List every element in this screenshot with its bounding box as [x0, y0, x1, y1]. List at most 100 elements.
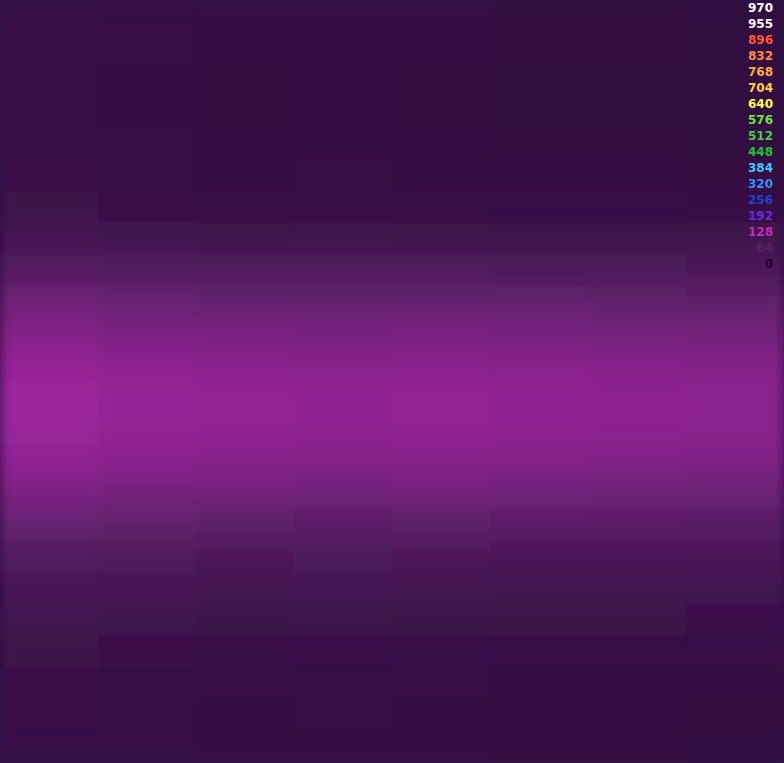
heatmap-cell [392, 254, 491, 286]
heatmap-cell [196, 382, 295, 414]
heatmap-cell [490, 699, 589, 731]
heatmap-cell [490, 540, 589, 572]
heatmap-cell [490, 413, 589, 445]
heatmap-cell [392, 223, 491, 255]
heatmap-cell [686, 223, 784, 255]
heatmap-cell [98, 64, 197, 96]
heatmap-cell [0, 318, 99, 350]
heatmap-cell [490, 0, 589, 32]
heatmap-cell [686, 0, 784, 32]
heatmap-cell [0, 286, 99, 318]
heatmap-cell [0, 477, 99, 509]
heatmap-cell [588, 540, 687, 572]
heatmap-cell [490, 382, 589, 414]
heatmap-cell [196, 95, 295, 127]
heatmap-cell [588, 0, 687, 32]
heatmap-cell [294, 382, 393, 414]
heatmap-cell [490, 32, 589, 64]
heatmap-cell [294, 159, 393, 191]
heatmap-cell [294, 636, 393, 668]
heatmap-cell [98, 159, 197, 191]
heatmap-cell [490, 604, 589, 636]
heatmap-cell [686, 159, 784, 191]
heatmap-cell [98, 127, 197, 159]
legend-label: 64 [756, 241, 773, 255]
heatmap-cell [98, 0, 197, 32]
heatmap-cell [392, 191, 491, 223]
legend-label: 576 [748, 113, 773, 127]
heatmap-chart: 9709558968327687046405765124483843202561… [0, 0, 784, 763]
heatmap-cell [98, 477, 197, 509]
heatmap-cell [686, 318, 784, 350]
heatmap-cell [294, 254, 393, 286]
heatmap-cell [686, 413, 784, 445]
heatmap-cell [392, 477, 491, 509]
heatmap-cell [686, 95, 784, 127]
legend-label: 512 [748, 129, 773, 143]
heatmap-cell [98, 699, 197, 731]
heatmap-cell [294, 32, 393, 64]
heatmap-cell [392, 699, 491, 731]
legend-label: 448 [748, 145, 773, 159]
heatmap-cell [196, 127, 295, 159]
heatmap-cell [588, 32, 687, 64]
heatmap-cell [98, 731, 197, 763]
heatmap-cell [392, 509, 491, 541]
heatmap-cell [294, 509, 393, 541]
heatmap-cell [196, 540, 295, 572]
heatmap-cell [686, 604, 784, 636]
heatmap-cell [294, 477, 393, 509]
heatmap-cell [490, 731, 589, 763]
heatmap-cell [686, 254, 784, 286]
heatmap-cell [98, 445, 197, 477]
heatmap-cell [196, 445, 295, 477]
heatmap-cell [98, 191, 197, 223]
heatmap-cell [0, 0, 99, 32]
heatmap-cell [490, 636, 589, 668]
heatmap-cell [294, 699, 393, 731]
heatmap-cell [588, 254, 687, 286]
heatmap-cell [686, 540, 784, 572]
heatmap-cell [196, 32, 295, 64]
heatmap-cell [98, 572, 197, 604]
heatmap-cell [392, 382, 491, 414]
heatmap-cell [686, 668, 784, 700]
heatmap-cell [588, 191, 687, 223]
heatmap-cell [588, 477, 687, 509]
heatmap-cell [0, 731, 99, 763]
heatmap-cell [294, 731, 393, 763]
heatmap-cell [294, 540, 393, 572]
heatmap-cell [98, 223, 197, 255]
heatmap-cell [98, 636, 197, 668]
cells [0, 0, 784, 763]
heatmap-cell [98, 604, 197, 636]
heatmap-cell [490, 445, 589, 477]
color-legend: 9709558968327687046405765124483843202561… [748, 1, 773, 271]
heatmap-cell [686, 350, 784, 382]
legend-label: 970 [748, 1, 773, 15]
legend-label: 0 [765, 257, 773, 271]
heatmap-cell [588, 223, 687, 255]
heatmap-cell [392, 95, 491, 127]
heatmap-cell [98, 286, 197, 318]
heatmap-cell [490, 286, 589, 318]
heatmap-cell [196, 604, 295, 636]
heatmap-cell [196, 223, 295, 255]
heatmap-cell [588, 95, 687, 127]
heatmap-cell [294, 604, 393, 636]
heatmap-cell [294, 445, 393, 477]
heatmap-cell [0, 382, 99, 414]
heatmap-cell [392, 413, 491, 445]
heatmap-cell [196, 509, 295, 541]
heatmap-cell [490, 127, 589, 159]
heatmap-cell [294, 223, 393, 255]
heatmap-cell [196, 318, 295, 350]
heatmap-cell [392, 32, 491, 64]
heatmap-cell [98, 318, 197, 350]
heatmap-cell [588, 445, 687, 477]
heatmap-cell [0, 668, 99, 700]
heatmap-cell [0, 159, 99, 191]
legend-label: 192 [748, 209, 773, 223]
heatmap-cell [588, 668, 687, 700]
heatmap-cell [392, 604, 491, 636]
